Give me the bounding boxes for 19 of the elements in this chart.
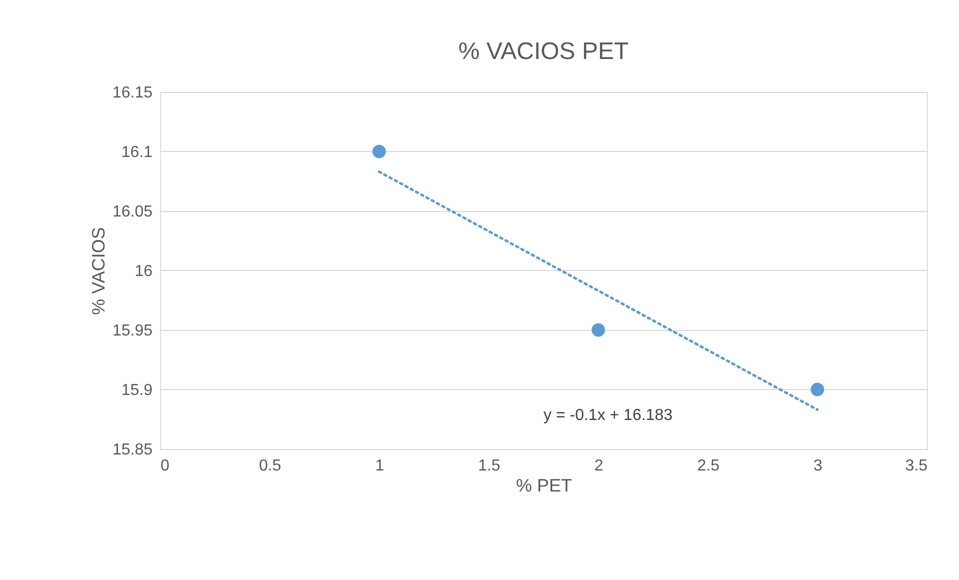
y-tick-label: 16 — [134, 263, 153, 280]
y-axis-title: % VACIOS — [88, 227, 108, 315]
y-tick-label: 16.05 — [112, 204, 153, 220]
annotation: y = -0.1x + 16.183 — [544, 407, 673, 424]
x-tick-label: 3 — [813, 458, 822, 474]
y-tick-label: 15.9 — [121, 382, 153, 399]
x-tick-label: 0.5 — [258, 458, 282, 474]
y-tick-label: 16.1 — [121, 144, 153, 161]
x-tick-label: 2.5 — [697, 458, 720, 474]
x-tick-label: 3.5 — [905, 458, 928, 474]
y-tick-label: 15.85 — [112, 442, 153, 458]
x-axis-title: % PET — [516, 476, 572, 496]
x-tick-label: 0 — [160, 458, 170, 474]
y-tick-label: 16.15 — [112, 84, 153, 102]
y-tick-label: 15.95 — [112, 322, 153, 340]
x-tick-label: 1.5 — [478, 458, 500, 474]
chart-title: % VACIOS PET — [458, 38, 629, 65]
x-tick-label: 1 — [375, 458, 384, 474]
x-tick-label: 2 — [594, 458, 604, 474]
